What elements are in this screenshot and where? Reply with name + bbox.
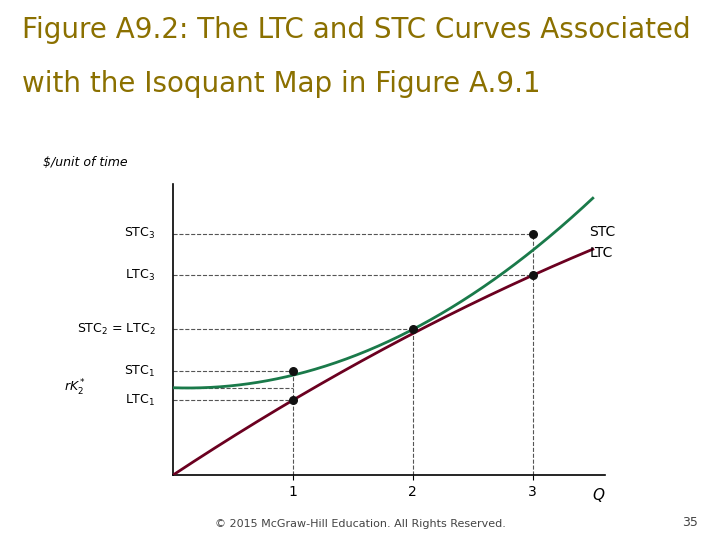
Text: with the Isoquant Map in Figure A.9.1: with the Isoquant Map in Figure A.9.1 [22,70,540,98]
Text: LTC$_1$: LTC$_1$ [125,393,156,408]
Point [287,367,299,375]
Text: $rK_2^*$: $rK_2^*$ [64,377,86,398]
Point [527,271,539,280]
Point [527,230,539,238]
Text: Figure A9.2: The LTC and STC Curves Associated: Figure A9.2: The LTC and STC Curves Asso… [22,16,690,44]
Text: LTC: LTC [589,246,613,260]
Text: © 2015 McGraw-Hill Education. All Rights Reserved.: © 2015 McGraw-Hill Education. All Rights… [215,519,505,529]
Point [407,325,418,334]
Text: 35: 35 [683,516,698,529]
X-axis label: Q: Q [593,488,605,503]
Text: $/unit of time: $/unit of time [43,156,128,169]
Text: STC$_3$: STC$_3$ [125,226,156,241]
Text: LTC$_3$: LTC$_3$ [125,268,156,283]
Text: STC$_1$: STC$_1$ [125,363,156,379]
Text: STC$_2$ = LTC$_2$: STC$_2$ = LTC$_2$ [77,322,156,337]
Point [287,396,299,404]
Text: STC: STC [589,225,616,239]
